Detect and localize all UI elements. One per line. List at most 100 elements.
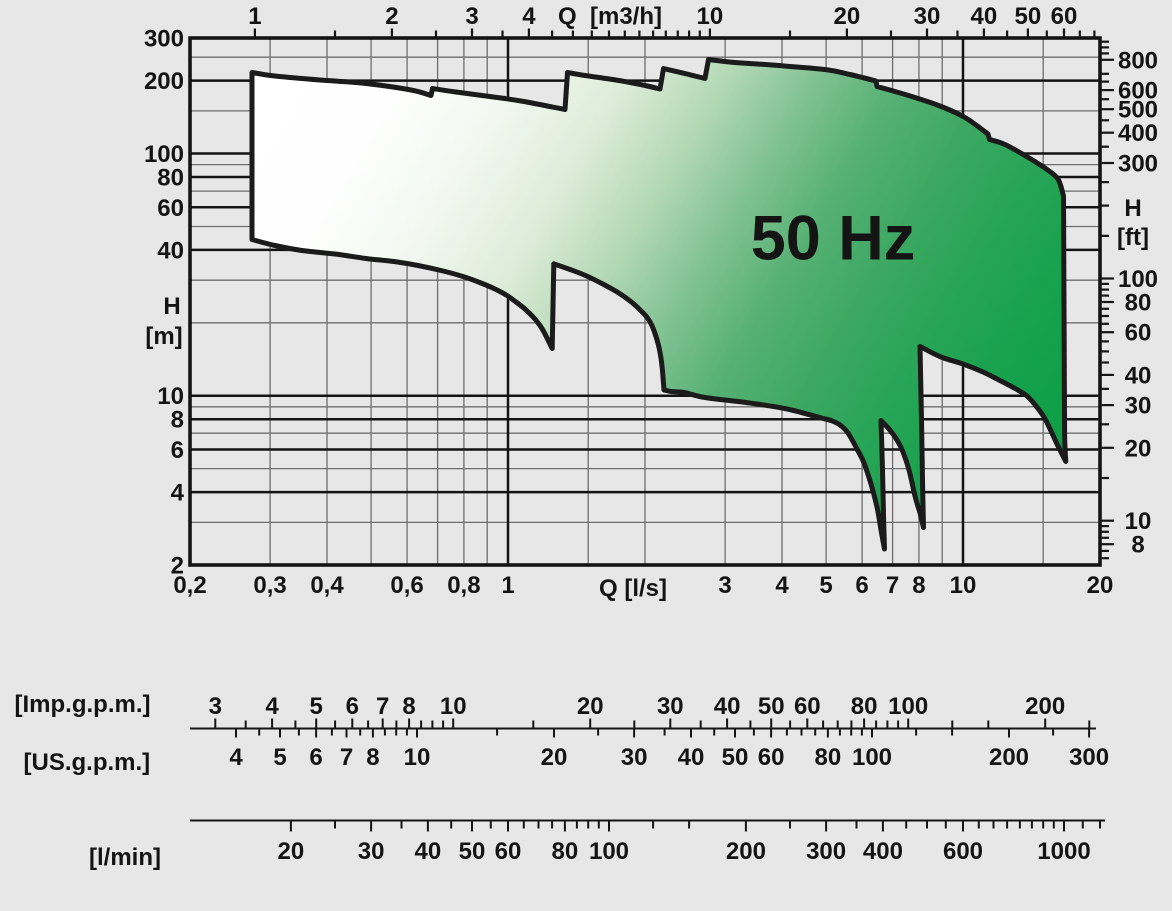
svg-text:6: 6 (309, 744, 322, 771)
svg-text:2: 2 (171, 553, 184, 580)
svg-text:80: 80 (851, 693, 878, 720)
svg-text:60: 60 (157, 195, 184, 222)
svg-text:300: 300 (1069, 744, 1109, 771)
svg-text:60: 60 (758, 744, 785, 771)
svg-text:[ft]: [ft] (1117, 224, 1149, 251)
svg-text:1: 1 (501, 572, 514, 599)
svg-text:60: 60 (495, 838, 522, 865)
svg-text:40: 40 (1125, 362, 1152, 389)
svg-text:8: 8 (171, 407, 184, 434)
svg-text:4: 4 (265, 693, 279, 720)
svg-text:7: 7 (340, 744, 353, 771)
svg-text:40: 40 (714, 693, 741, 720)
svg-text:5: 5 (273, 744, 286, 771)
svg-text:200: 200 (989, 744, 1029, 771)
svg-text:[US.g.p.m.]: [US.g.p.m.] (24, 749, 151, 776)
svg-text:40: 40 (157, 237, 184, 264)
svg-text:8: 8 (1131, 532, 1144, 559)
svg-text:10: 10 (950, 572, 977, 599)
svg-text:500: 500 (1118, 97, 1158, 124)
svg-text:20: 20 (834, 3, 861, 30)
svg-text:10: 10 (440, 693, 467, 720)
svg-text:H: H (1124, 195, 1141, 222)
svg-text:50: 50 (1015, 3, 1042, 30)
svg-text:6: 6 (171, 437, 184, 464)
svg-text:60: 60 (794, 693, 821, 720)
svg-text:8: 8 (912, 572, 925, 599)
svg-text:200: 200 (726, 838, 766, 865)
svg-text:50: 50 (722, 744, 749, 771)
svg-text:Q [l/s]: Q [l/s] (599, 575, 667, 602)
svg-text:20: 20 (541, 744, 568, 771)
svg-text:80: 80 (1125, 290, 1152, 317)
svg-text:0,2: 0,2 (173, 572, 206, 599)
svg-text:30: 30 (914, 3, 941, 30)
svg-text:30: 30 (657, 693, 684, 720)
svg-text:0,6: 0,6 (390, 572, 423, 599)
svg-text:300: 300 (806, 838, 846, 865)
svg-text:5: 5 (819, 572, 832, 599)
svg-text:10: 10 (697, 3, 724, 30)
svg-text:60: 60 (1051, 3, 1078, 30)
svg-text:100: 100 (852, 744, 892, 771)
svg-text:[Imp.g.p.m.]: [Imp.g.p.m.] (15, 691, 151, 718)
svg-text:6: 6 (855, 572, 868, 599)
svg-text:300: 300 (1118, 151, 1158, 178)
svg-text:10: 10 (1125, 508, 1152, 535)
svg-text:0,3: 0,3 (253, 572, 286, 599)
svg-text:60: 60 (1125, 320, 1152, 347)
svg-text:[m]: [m] (145, 323, 182, 350)
svg-text:30: 30 (358, 838, 385, 865)
svg-text:40: 40 (678, 744, 705, 771)
svg-text:0,4: 0,4 (310, 572, 344, 599)
svg-text:1: 1 (248, 3, 261, 30)
svg-text:3: 3 (465, 3, 478, 30)
svg-text:3: 3 (718, 572, 731, 599)
svg-text:80: 80 (157, 165, 184, 192)
svg-text:4: 4 (171, 480, 185, 507)
svg-text:30: 30 (1125, 393, 1152, 420)
svg-text:40: 40 (415, 838, 442, 865)
svg-text:100: 100 (888, 693, 928, 720)
svg-text:10: 10 (404, 744, 431, 771)
svg-text:100: 100 (144, 141, 184, 168)
svg-text:Q [m3/h]: Q [m3/h] (558, 3, 662, 30)
svg-text:20: 20 (278, 838, 305, 865)
svg-text:30: 30 (621, 744, 648, 771)
svg-text:20: 20 (1087, 572, 1114, 599)
svg-text:5: 5 (310, 693, 323, 720)
svg-text:400: 400 (1118, 120, 1158, 147)
svg-text:1000: 1000 (1037, 838, 1090, 865)
svg-text:7: 7 (886, 572, 899, 599)
svg-text:8: 8 (402, 693, 415, 720)
svg-text:7: 7 (376, 693, 389, 720)
svg-text:20: 20 (1125, 435, 1152, 462)
svg-text:10: 10 (157, 383, 184, 410)
svg-text:4: 4 (775, 572, 789, 599)
svg-text:40: 40 (971, 3, 998, 30)
svg-text:600: 600 (943, 838, 983, 865)
svg-text:[l/min]: [l/min] (89, 844, 161, 871)
svg-text:100: 100 (589, 838, 629, 865)
svg-text:200: 200 (1025, 693, 1065, 720)
svg-text:6: 6 (346, 693, 359, 720)
svg-text:50: 50 (758, 693, 785, 720)
svg-text:200: 200 (144, 68, 184, 95)
svg-text:600: 600 (1118, 78, 1158, 105)
svg-text:800: 800 (1118, 47, 1158, 74)
svg-text:4: 4 (229, 744, 243, 771)
svg-text:H: H (163, 293, 180, 320)
svg-text:3: 3 (209, 693, 222, 720)
svg-text:0,8: 0,8 (447, 572, 480, 599)
svg-text:50 Hz: 50 Hz (751, 204, 916, 274)
svg-text:80: 80 (552, 838, 579, 865)
svg-text:4: 4 (522, 3, 536, 30)
svg-text:2: 2 (385, 3, 398, 30)
svg-text:8: 8 (366, 744, 379, 771)
svg-text:100: 100 (1118, 266, 1158, 293)
svg-text:300: 300 (144, 26, 184, 53)
svg-text:80: 80 (815, 744, 842, 771)
svg-text:50: 50 (459, 838, 486, 865)
svg-text:400: 400 (863, 838, 903, 865)
svg-text:20: 20 (577, 693, 604, 720)
